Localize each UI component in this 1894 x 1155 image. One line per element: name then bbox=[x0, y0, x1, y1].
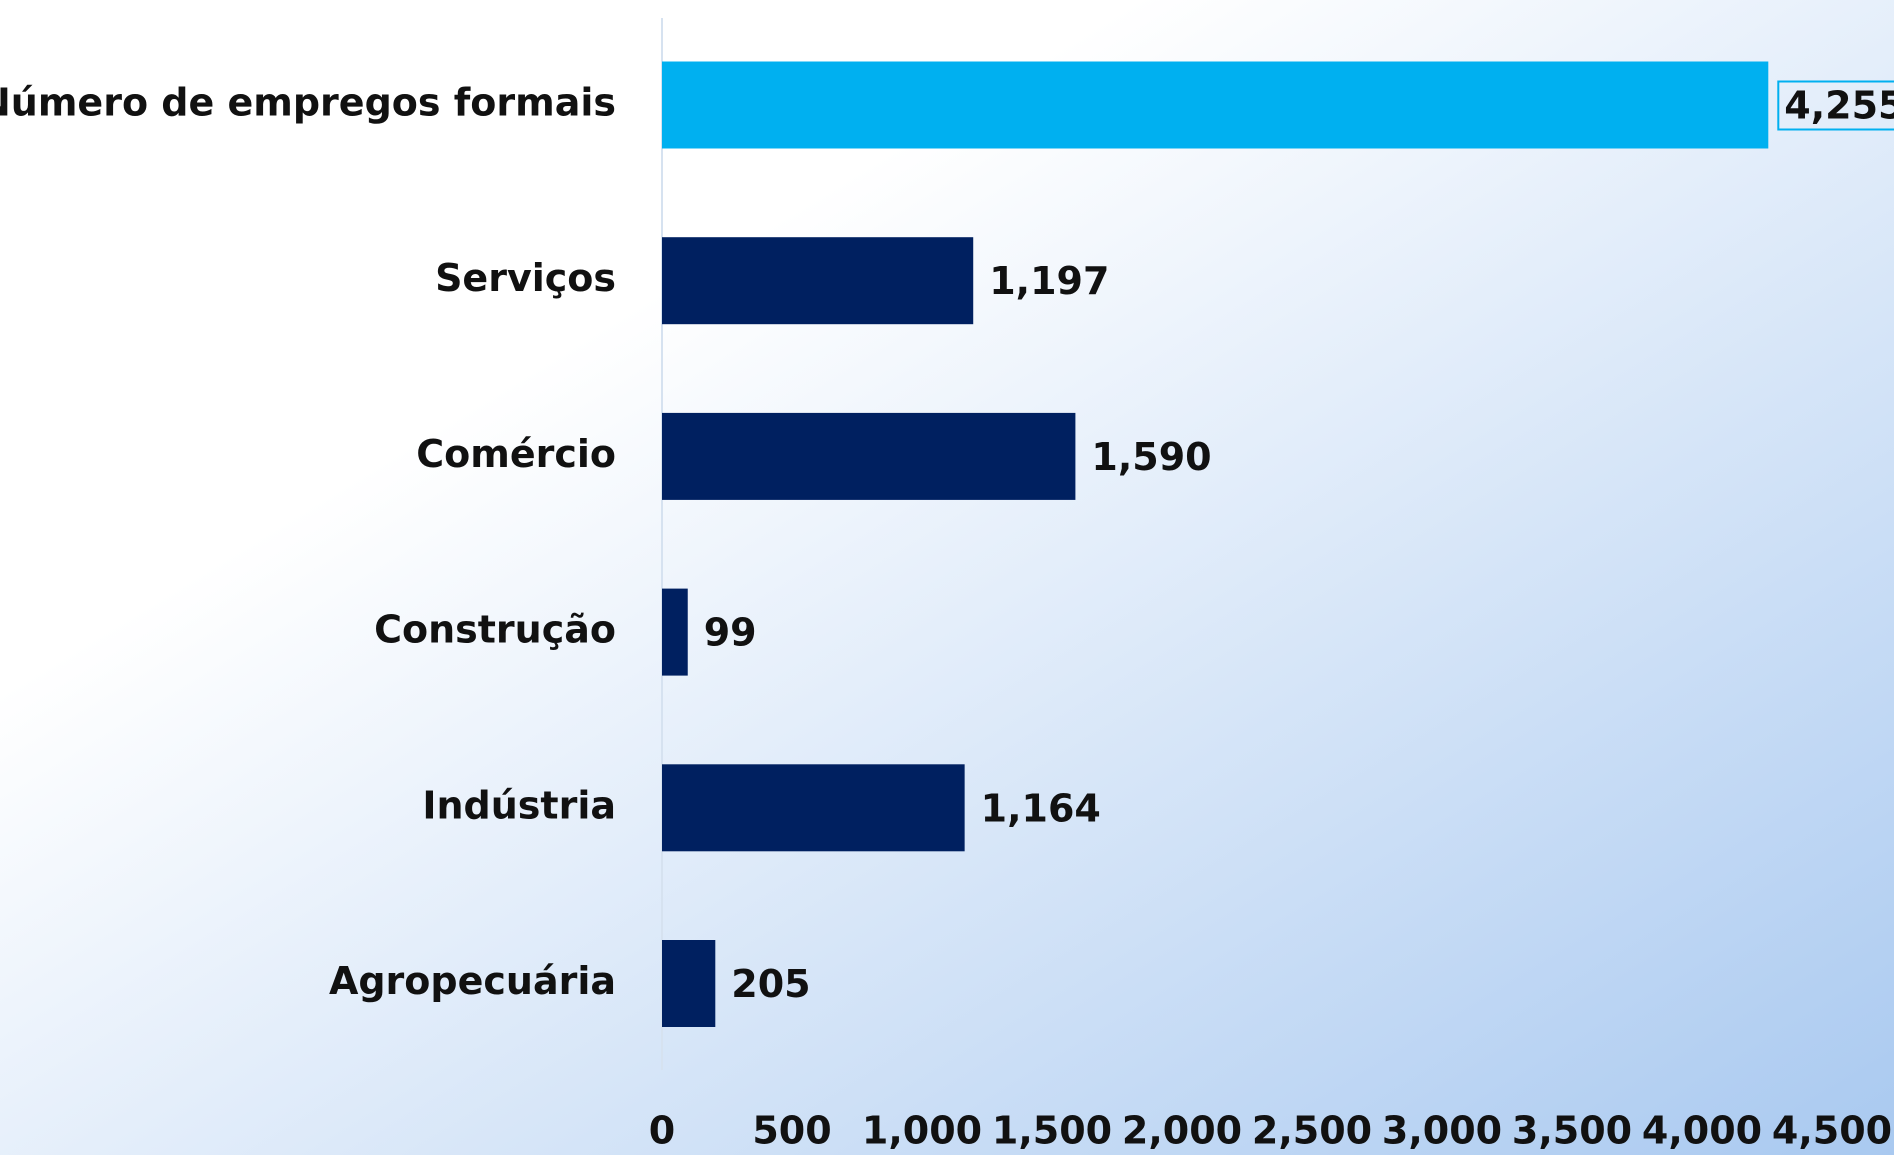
y-tick-label: Serviços bbox=[435, 256, 616, 300]
y-tick-label: Comércio bbox=[416, 432, 616, 476]
bar bbox=[662, 940, 716, 1027]
x-tick-label: 2,000 bbox=[1122, 1109, 1242, 1153]
bar bbox=[662, 412, 1076, 500]
y-tick-label: Agropecuária bbox=[329, 959, 616, 1003]
y-tick-label: Número de empregos formais bbox=[0, 81, 616, 125]
value-label: 1,590 bbox=[1091, 435, 1211, 479]
x-tick-label: 4,000 bbox=[1642, 1109, 1762, 1153]
value-label: 1,197 bbox=[989, 259, 1109, 303]
value-label: 205 bbox=[731, 962, 810, 1006]
x-tick-label: 2,500 bbox=[1252, 1109, 1372, 1153]
x-tick-label: 3,000 bbox=[1382, 1109, 1502, 1153]
x-tick-label: 0 bbox=[649, 1109, 675, 1153]
value-label: 4,255 bbox=[1784, 84, 1894, 128]
bar bbox=[662, 61, 1769, 149]
x-tick-label: 500 bbox=[752, 1109, 831, 1153]
value-label-box bbox=[1777, 80, 1894, 131]
x-tick-label: 3,500 bbox=[1512, 1109, 1632, 1153]
y-tick-label: Construção bbox=[374, 608, 616, 652]
y-tick-label: Indústria bbox=[422, 783, 616, 827]
x-tick-label: 1,500 bbox=[992, 1109, 1112, 1153]
bar bbox=[662, 764, 965, 852]
value-label: 99 bbox=[704, 611, 757, 655]
x-tick-label: 4,500 bbox=[1772, 1109, 1892, 1153]
x-tick-label: 1,000 bbox=[862, 1109, 982, 1153]
value-label: 1,164 bbox=[981, 786, 1101, 830]
bar bbox=[662, 237, 974, 325]
bar bbox=[662, 588, 688, 676]
